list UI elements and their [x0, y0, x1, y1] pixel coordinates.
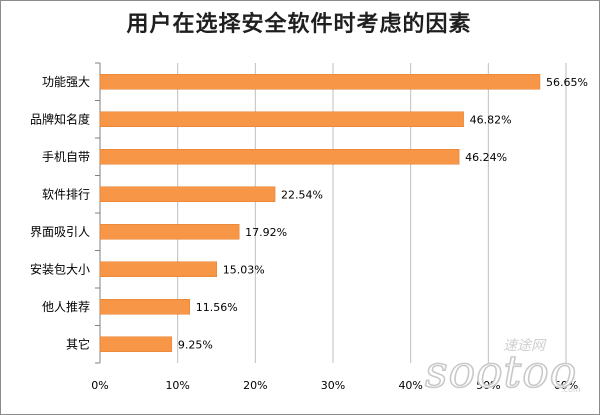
data-label: 46.82%	[470, 113, 512, 126]
data-label: 17.92%	[245, 226, 287, 239]
chart-title: 用户在选择安全软件时考虑的因素	[126, 12, 472, 37]
watermark-domain: .com	[561, 385, 581, 394]
y-tick-label: 安装包大小	[30, 261, 90, 276]
x-tick-label: 50%	[476, 379, 500, 392]
y-tick-label: 软件排行	[42, 187, 90, 201]
x-tick-label: 0%	[91, 379, 108, 392]
bar	[99, 149, 460, 165]
x-tick-label: 10%	[165, 379, 189, 392]
x-tick-label: 40%	[398, 379, 422, 392]
watermark-logo: 速途网 sootoo .com	[424, 335, 585, 405]
bar	[99, 186, 276, 202]
y-tick-label: 界面吸引人	[30, 225, 90, 239]
bar	[99, 224, 240, 240]
y-tick-label: 其它	[66, 336, 90, 351]
bar	[99, 299, 191, 315]
bar	[99, 336, 173, 352]
x-tick-label: 20%	[243, 379, 267, 392]
data-label: 9.25%	[178, 338, 213, 351]
data-label: 15.03%	[223, 263, 265, 276]
data-label: 56.65%	[546, 76, 588, 89]
x-tick-label: 60%	[554, 379, 578, 392]
bar	[99, 261, 217, 277]
data-label: 11.56%	[196, 301, 238, 314]
y-tick-label: 手机自带	[42, 150, 90, 164]
x-tick-label: 30%	[321, 379, 345, 392]
data-label: 46.24%	[465, 151, 507, 164]
watermark-cn: 速途网	[503, 338, 545, 354]
y-tick-label: 功能强大	[42, 75, 90, 89]
data-label: 22.54%	[281, 188, 323, 201]
bar	[99, 111, 464, 127]
y-tick-label: 他人推荐	[42, 300, 90, 314]
bar	[99, 74, 541, 90]
watermark-en: sootoo	[424, 346, 578, 399]
y-tick-label: 品牌知名度	[30, 111, 90, 126]
